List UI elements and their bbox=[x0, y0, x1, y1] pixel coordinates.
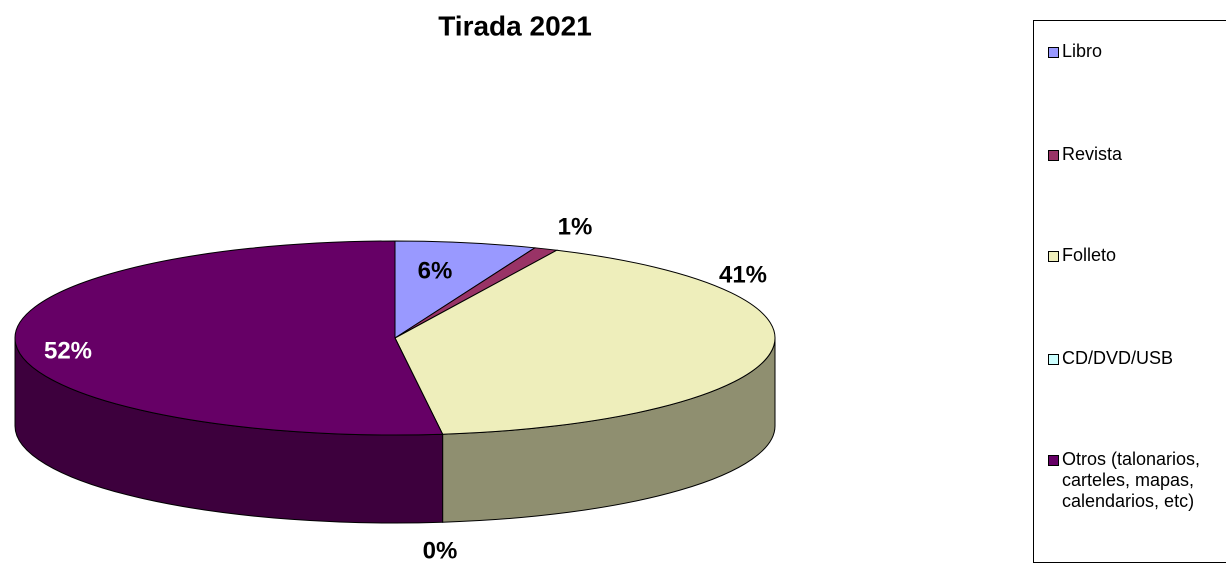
legend-swatch bbox=[1048, 47, 1059, 58]
data-label: 0% bbox=[423, 537, 458, 564]
legend-item: CD/DVD/USB bbox=[1048, 348, 1226, 369]
data-label: 6% bbox=[418, 257, 453, 284]
legend-swatch bbox=[1048, 251, 1059, 262]
legend-swatch bbox=[1048, 354, 1059, 365]
legend-label: Otros (talonarios, carteles, mapas, cale… bbox=[1062, 449, 1201, 511]
legend-label: Folleto bbox=[1062, 245, 1117, 265]
legend-label: CD/DVD/USB bbox=[1062, 348, 1174, 368]
legend-item: Revista bbox=[1048, 144, 1226, 165]
legend-item: Otros (talonarios, carteles, mapas, cale… bbox=[1048, 449, 1226, 512]
slice bbox=[14, 240, 444, 436]
legend-label: Libro bbox=[1062, 41, 1103, 61]
data-label: 1% bbox=[558, 213, 593, 240]
legend-item: Libro bbox=[1048, 41, 1226, 62]
chart-title: Tirada 2021 bbox=[438, 10, 592, 41]
legend-swatch bbox=[1048, 150, 1059, 161]
slice bbox=[394, 240, 537, 339]
data-label: 52% bbox=[44, 337, 92, 364]
legend-item: Folleto bbox=[1048, 245, 1226, 266]
legend-swatch bbox=[1048, 455, 1059, 466]
legend-label: Revista bbox=[1062, 144, 1123, 164]
data-label: 41% bbox=[719, 261, 767, 288]
legend: Libro Revista Folleto CD/DVD/USB Otros (talo… bbox=[1033, 20, 1226, 563]
slice bbox=[394, 249, 776, 435]
